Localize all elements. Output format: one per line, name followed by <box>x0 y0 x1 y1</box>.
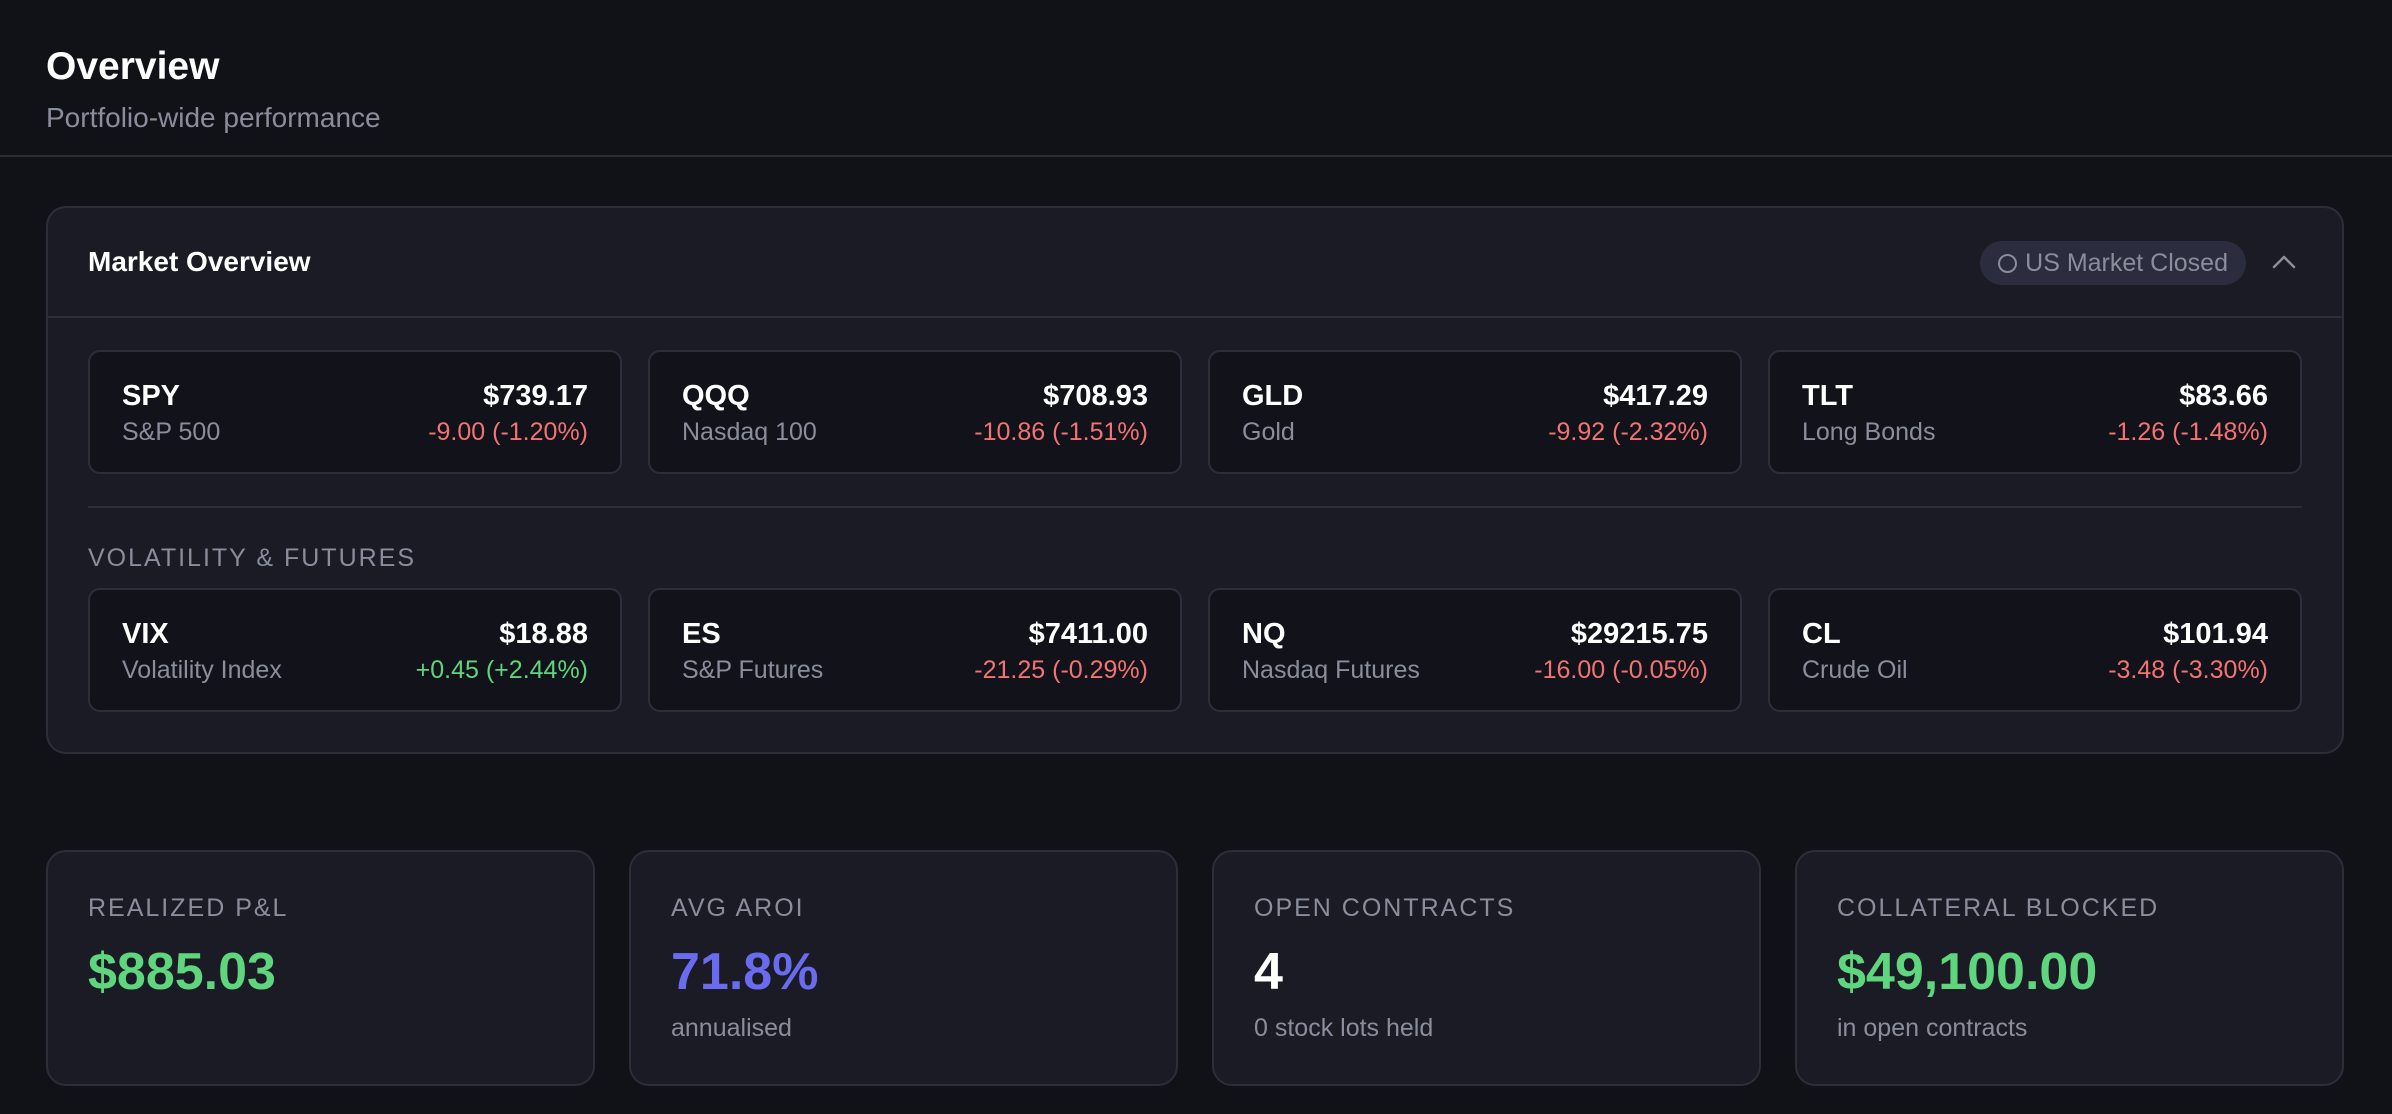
ticker-price: $83.66 <box>2179 380 2268 412</box>
stat-label: OPEN CONTRACTS <box>1254 894 1516 922</box>
ticker-card-nq[interactable]: NQ Nasdaq Futures $29215.75 -16.00 (-0.0… <box>1208 588 1742 712</box>
ticker-change: -3.48 (-3.30%) <box>2108 656 2268 684</box>
ticker-name: S&P Futures <box>682 656 824 684</box>
stat-value: $49,100.00 <box>1837 943 2098 1001</box>
ticker-change: -16.00 (-0.05%) <box>1534 656 1708 684</box>
ticker-price: $7411.00 <box>1028 618 1148 650</box>
index-ticker-row: SPY S&P 500 $739.17 -9.00 (-1.20%) QQQ N… <box>88 350 2302 474</box>
ticker-card-tlt[interactable]: TLT Long Bonds $83.66 -1.26 (-1.48%) <box>1768 350 2302 474</box>
ticker-name: Crude Oil <box>1802 656 1908 684</box>
section-label-volatility-futures: VOLATILITY & FUTURES <box>88 544 417 572</box>
ticker-price: $101.94 <box>2163 618 2268 650</box>
stat-subtext: in open contracts <box>1837 1014 2028 1042</box>
ticker-symbol: TLT <box>1802 380 1853 412</box>
ticker-price: $29215.75 <box>1570 618 1708 650</box>
ticker-name: S&P 500 <box>122 418 221 446</box>
market-status-badge: US Market Closed <box>1980 241 2246 285</box>
ticker-card-spy[interactable]: SPY S&P 500 $739.17 -9.00 (-1.20%) <box>88 350 622 474</box>
ticker-name: Long Bonds <box>1802 418 1936 446</box>
ticker-change: -9.92 (-2.32%) <box>1548 418 1708 446</box>
stat-subtext: 0 stock lots held <box>1254 1014 1434 1042</box>
stats-row: REALIZED P&L $885.03 AVG AROI 71.8% annu… <box>46 850 2344 1086</box>
ticker-card-vix[interactable]: VIX Volatility Index $18.88 +0.45 (+2.44… <box>88 588 622 712</box>
ticker-name: Volatility Index <box>122 656 282 684</box>
stat-label: COLLATERAL BLOCKED <box>1837 894 2160 922</box>
ticker-card-gld[interactable]: GLD Gold $417.29 -9.92 (-2.32%) <box>1208 350 1742 474</box>
stat-value: 4 <box>1254 943 1283 1001</box>
ticker-symbol: CL <box>1802 618 1841 650</box>
stat-value: 71.8% <box>671 943 819 1001</box>
stat-card-open-contracts: OPEN CONTRACTS 4 0 stock lots held <box>1212 850 1761 1086</box>
stat-card-collateral-blocked: COLLATERAL BLOCKED $49,100.00 in open co… <box>1795 850 2344 1086</box>
ticker-change: -10.86 (-1.51%) <box>974 418 1148 446</box>
collapse-button[interactable] <box>2266 244 2302 280</box>
stat-subtext: annualised <box>671 1014 792 1042</box>
ticker-price: $708.93 <box>1043 380 1148 412</box>
page-subtitle: Portfolio-wide performance <box>46 102 381 133</box>
ticker-change: +0.45 (+2.44%) <box>415 656 588 684</box>
ticker-name: Nasdaq Futures <box>1242 656 1420 684</box>
stat-value: $885.03 <box>88 943 276 1001</box>
ticker-symbol: SPY <box>122 380 181 412</box>
stat-label: AVG AROI <box>671 894 805 922</box>
stat-card-realized-pnl: REALIZED P&L $885.03 <box>46 850 595 1086</box>
market-overview-title: Market Overview <box>88 246 311 277</box>
section-divider <box>88 506 2302 508</box>
ticker-card-qqq[interactable]: QQQ Nasdaq 100 $708.93 -10.86 (-1.51%) <box>648 350 1182 474</box>
market-overview-card: Market Overview US Market Closed SPY S&P… <box>46 206 2344 754</box>
ticker-symbol: GLD <box>1242 380 1304 412</box>
ticker-price: $18.88 <box>499 618 588 650</box>
ticker-symbol: QQQ <box>682 380 750 412</box>
ticker-price: $417.29 <box>1603 380 1708 412</box>
chevron-up-icon <box>2272 255 2296 269</box>
ticker-symbol: VIX <box>122 618 169 650</box>
ticker-card-es[interactable]: ES S&P Futures $7411.00 -21.25 (-0.29%) <box>648 588 1182 712</box>
ticker-name: Gold <box>1242 418 1295 446</box>
ticker-change: -1.26 (-1.48%) <box>2108 418 2268 446</box>
stat-label: REALIZED P&L <box>88 894 289 922</box>
market-status-label: US Market Closed <box>2025 248 2228 277</box>
ticker-symbol: ES <box>682 618 721 650</box>
ticker-price: $739.17 <box>483 380 588 412</box>
market-overview-header: Market Overview US Market Closed <box>48 208 2342 318</box>
ticker-change: -21.25 (-0.29%) <box>974 656 1148 684</box>
circle-outline-icon <box>1998 253 2018 273</box>
ticker-name: Nasdaq 100 <box>682 418 817 446</box>
page-header: Overview Portfolio-wide performance <box>0 0 2392 157</box>
page-title: Overview <box>46 45 220 88</box>
futures-ticker-row: VIX Volatility Index $18.88 +0.45 (+2.44… <box>88 588 2302 712</box>
ticker-card-cl[interactable]: CL Crude Oil $101.94 -3.48 (-3.30%) <box>1768 588 2302 712</box>
ticker-symbol: NQ <box>1242 618 1286 650</box>
ticker-change: -9.00 (-1.20%) <box>428 418 588 446</box>
stat-card-avg-aroi: AVG AROI 71.8% annualised <box>629 850 1178 1086</box>
